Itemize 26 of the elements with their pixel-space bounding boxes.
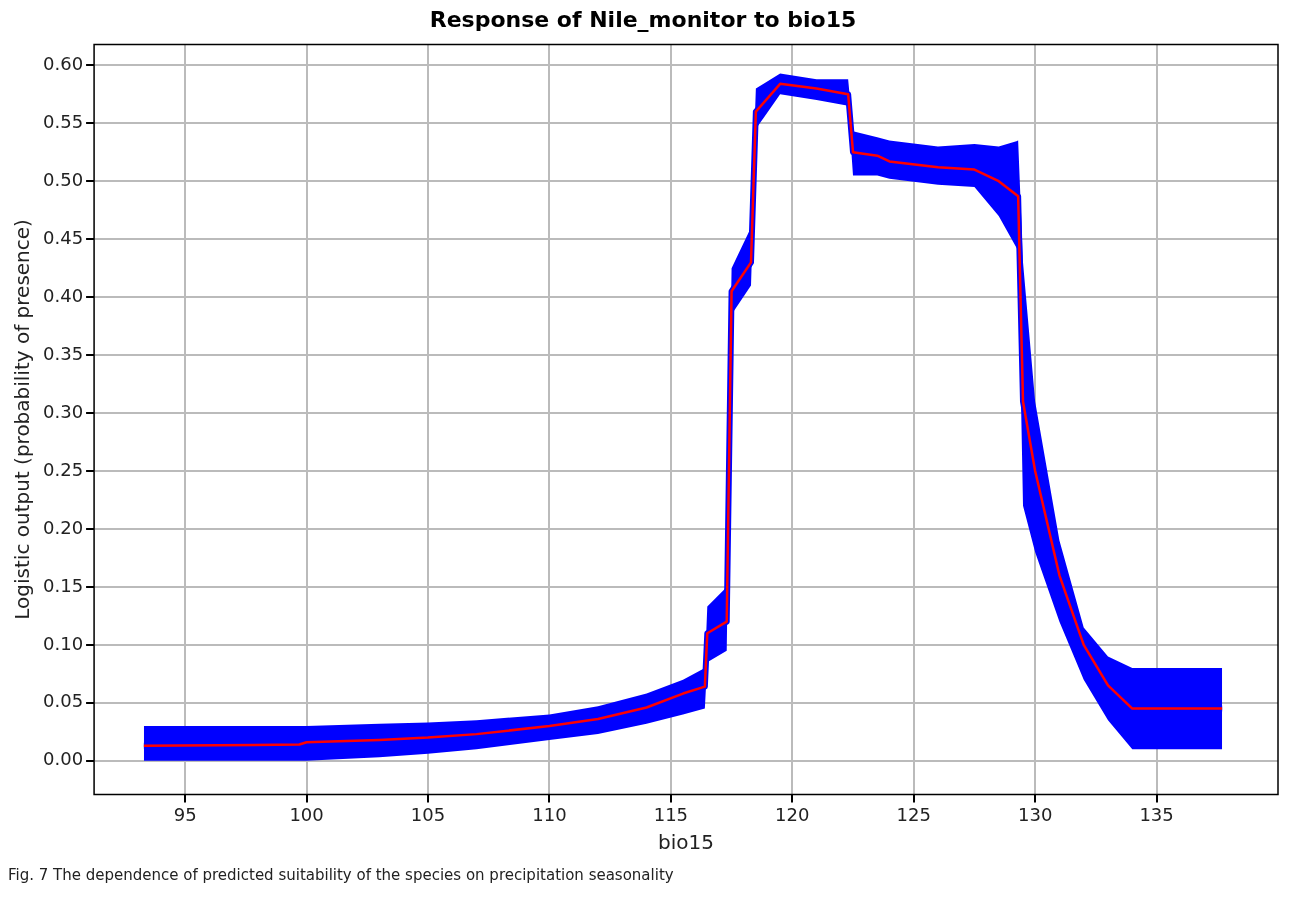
- y-tick-label: 0.35: [43, 342, 84, 364]
- x-axis-title: bio15: [658, 830, 715, 855]
- y-tick-label: 0.45: [43, 226, 84, 248]
- x-tick-label: 95: [173, 803, 197, 825]
- y-axis-title: Logistic output (probability of presence): [10, 219, 35, 620]
- y-tick-label: 0.05: [43, 690, 84, 712]
- y-tick-label: 0.10: [43, 632, 84, 654]
- chart-title: Response of Nile_monitor to bio15: [429, 6, 857, 32]
- x-tick-label: 120: [775, 803, 810, 825]
- y-tick-label: 0.15: [43, 574, 84, 596]
- y-tick-label: 0.60: [43, 52, 84, 74]
- y-tick-label: 0.55: [43, 110, 84, 132]
- caption: Fig. 7 The dependence of predicted suitability of the species on precipitation seasonality: [8, 866, 674, 884]
- x-tick-label: 130: [1017, 803, 1053, 825]
- x-tick-label: 135: [1139, 803, 1174, 825]
- y-tick-label: 0.30: [43, 400, 84, 422]
- y-tick-label: 0.20: [43, 516, 84, 538]
- y-tick-label: 0.40: [43, 284, 84, 306]
- x-tick-label: 100: [289, 803, 324, 825]
- x-tick-label: 125: [896, 803, 931, 825]
- y-tick-label: 0.50: [43, 168, 84, 190]
- x-tick-label: 105: [410, 803, 446, 825]
- x-tick-label: 110: [532, 803, 567, 825]
- x-tick-label: 115: [653, 803, 689, 825]
- y-tick-label: 0.25: [43, 458, 84, 480]
- y-tick-label: 0.00: [43, 748, 84, 770]
